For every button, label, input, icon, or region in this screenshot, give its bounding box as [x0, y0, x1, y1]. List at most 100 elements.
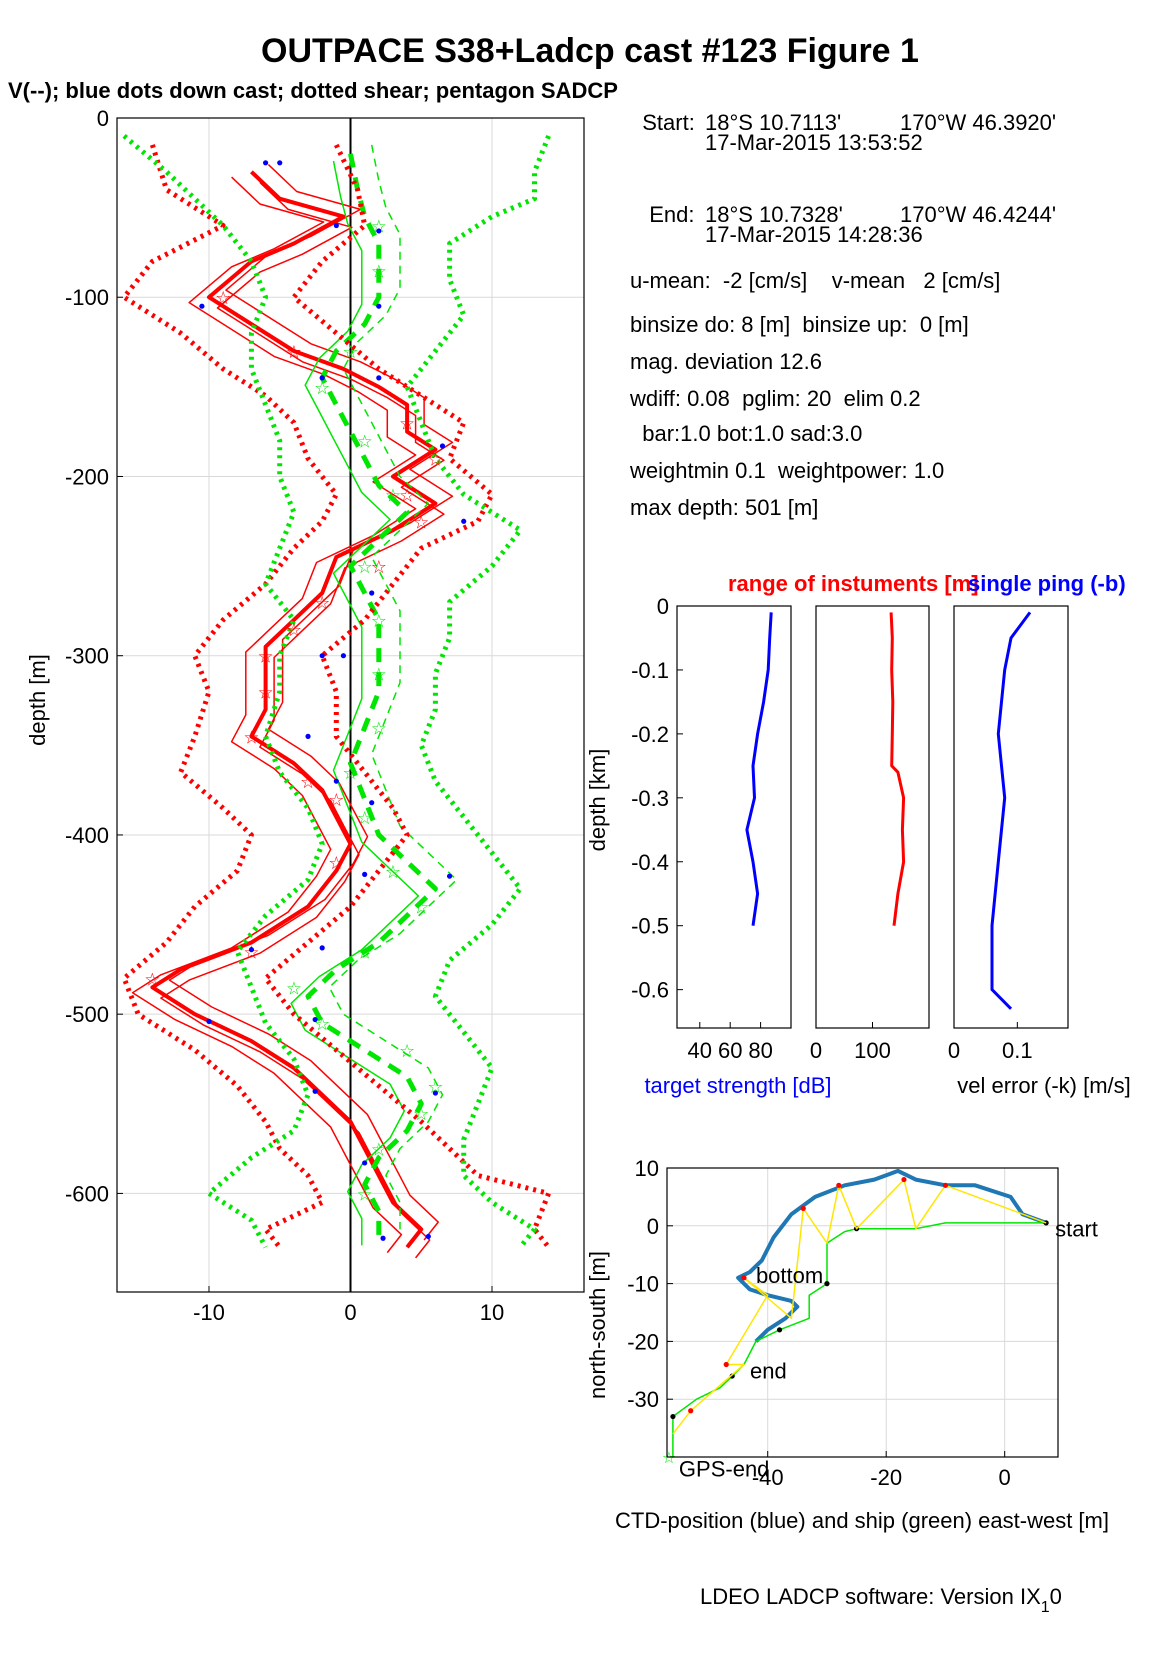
downcast-dot: [262, 160, 269, 166]
sadcp-v-marker: ☆: [371, 1140, 387, 1161]
y-tick-label: -300: [65, 644, 109, 669]
sadcp-u-marker: ☆: [399, 485, 415, 506]
downcast-dot: [206, 1018, 212, 1024]
sadcp-v-marker: ☆: [371, 611, 387, 632]
y-tick-label: -200: [65, 464, 109, 489]
sadcp-v-marker: ☆: [413, 1104, 429, 1125]
y-tick-label: 10: [635, 1156, 659, 1181]
downcast-dot: [248, 947, 255, 953]
vel-error-panel: 0 0.1: [948, 605, 1069, 1063]
downcast-dot: [319, 945, 325, 951]
downcast-dot: [461, 518, 467, 524]
y-tick-label: 0: [97, 106, 109, 131]
track-annotation: end: [750, 1358, 787, 1383]
v-profile-line: [305, 153, 438, 1239]
downcast-dot: [362, 1160, 368, 1166]
ctd-fix-dot: [942, 1182, 949, 1188]
x-tick-label: 10: [480, 1300, 504, 1325]
v-profile-line-thin: [290, 160, 420, 1246]
downcast-dot: [199, 303, 205, 309]
track-annotation: bottom: [756, 1263, 823, 1288]
wdiff-text: wdiff: 0.08 pglim: 20 elim 0.2: [630, 386, 921, 411]
x-tick-label: 100: [854, 1038, 891, 1063]
plot-frame: [953, 605, 1069, 1029]
track-ylabel: north-south [m]: [585, 1251, 610, 1399]
sadcp-u-marker: ☆: [328, 853, 344, 874]
y-tick-label: -100: [65, 285, 109, 310]
footer-text: LDEO LADCP software: Version IX10: [700, 1584, 1062, 1616]
downcast-dot: [340, 653, 347, 659]
velocity-profile-panel: -10 0 100-100-200-300-400-500-600☆☆☆☆☆☆☆☆☆…: [65, 106, 585, 1325]
sadcp-v-marker: ☆: [357, 808, 373, 829]
ctd-fix-dot: [901, 1176, 907, 1183]
track-xlabel: CTD-position (blue) and ship (green) eas…: [615, 1508, 1109, 1533]
sadcp-v-marker: ☆: [286, 978, 302, 999]
sadcp-v-marker: ☆: [427, 1077, 443, 1098]
start-time: 17-Mar-2015 13:53:52: [705, 130, 923, 155]
track-panel: -40 -20 0 10 0 -10 -20 -30 start bottom end GPS-end…: [627, 1156, 1098, 1490]
plot-area: [667, 1168, 1058, 1457]
end-row: End: 18°S 10.7328' 170°W 46.4244': [637, 176, 1056, 228]
x-tick-label: 80: [748, 1038, 772, 1063]
weights-text: bar:1.0 bot:1.0 sad:3.0: [630, 421, 863, 446]
plot-frame: [116, 117, 585, 1293]
y-tick-label: -0.4: [631, 850, 669, 875]
downcast-dot: [333, 778, 339, 784]
plot-area: [816, 606, 929, 1028]
downcast-dot: [439, 443, 446, 449]
ship-fix-dot: [729, 1373, 735, 1379]
downcast-dot: [312, 1088, 318, 1094]
single-ping-line: [990, 611, 1032, 1010]
downcast-dot: [446, 873, 453, 879]
range-line: [889, 612, 906, 926]
ctd-fix-dot: [741, 1275, 747, 1281]
downcast-dot: [305, 733, 311, 739]
sadcp-u-marker: ☆: [399, 414, 415, 435]
sadcp-u-marker: ☆: [286, 342, 302, 363]
sadcp-v-marker: ☆: [342, 342, 358, 363]
magdev-text: mag. deviation 12.6: [630, 349, 823, 374]
downcast-dot: [369, 800, 375, 806]
end-time: 17-Mar-2015 14:28:36: [705, 222, 923, 247]
y-tick-label: -0.2: [631, 722, 669, 747]
err-xlabel: vel error (-k) [m/s]: [957, 1073, 1131, 1098]
start-lat: 18°S 10.7113': [705, 110, 842, 135]
v-profile-line-thin: [328, 144, 458, 1230]
x-tick-label: 60: [718, 1038, 742, 1063]
sadcp-v-marker: ☆: [357, 557, 373, 578]
ship-fix-dot: [824, 1281, 830, 1287]
sadcp-v-marker: ☆: [371, 718, 387, 739]
u-profile-line-thin: [168, 164, 454, 1241]
instrument-range-panel: 0 100: [810, 605, 930, 1063]
downcast-dot: [376, 375, 382, 381]
downcast-dot: [369, 590, 375, 596]
sadcp-v-marker: ☆: [371, 217, 387, 238]
start-lon: 170°W 46.3920': [900, 110, 1057, 135]
y-tick-label: -600: [65, 1181, 109, 1206]
plot-frame: [666, 1167, 1059, 1458]
downcast-dot: [376, 303, 382, 309]
y-tick-label: -30: [627, 1387, 659, 1412]
start-label: Start:: [642, 110, 695, 135]
u-shear-upper-line: [263, 143, 552, 1249]
downcast-dot: [277, 160, 283, 166]
target-strength-panel: 40 60 80 0 -0.1 -0.2 -0.3 -0.4 -0.5 -0.6: [631, 594, 792, 1063]
plot-frame: [676, 605, 792, 1029]
ctd-track-line: [736, 1168, 1047, 1343]
ctd-fix-dot: [723, 1361, 729, 1368]
small-ylabel: depth [km]: [585, 749, 610, 852]
downcast-dot: [380, 1235, 386, 1241]
figure-subtitle: V(--); blue dots down cast; dotted shear…: [8, 78, 618, 103]
downcast-dot: [319, 653, 325, 659]
u-profile-line-thin: [131, 176, 417, 1254]
x-tick-label: 0: [999, 1465, 1011, 1490]
end-label: End:: [649, 202, 695, 227]
sadcp-v-marker: ☆: [357, 942, 373, 963]
u-profile-line: [150, 170, 438, 1249]
y-tick-label: -20: [627, 1329, 659, 1354]
sadcp-u-marker: ☆: [286, 620, 302, 641]
y-tick-label: -500: [65, 1002, 109, 1027]
main-ylabel: depth [m]: [25, 654, 50, 746]
downcast-dot: [432, 1090, 439, 1096]
